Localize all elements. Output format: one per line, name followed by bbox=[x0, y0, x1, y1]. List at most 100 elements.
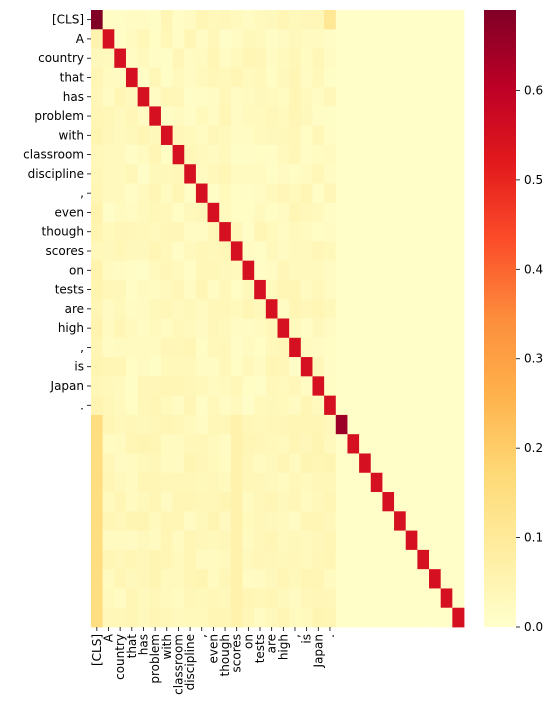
x-tick-label: Japan bbox=[311, 634, 325, 668]
x-tick-label: even bbox=[206, 634, 220, 663]
colorbar bbox=[484, 10, 516, 627]
heatmap-cell bbox=[452, 337, 465, 358]
heatmap-cell bbox=[417, 10, 430, 30]
heatmap-cell bbox=[359, 414, 372, 435]
heatmap-cell bbox=[335, 87, 348, 107]
heatmap-cell bbox=[359, 434, 372, 454]
heatmap-cell bbox=[277, 337, 290, 358]
heatmap-cell bbox=[125, 67, 139, 88]
heatmap-cell bbox=[91, 511, 104, 531]
heatmap-cell bbox=[254, 434, 267, 454]
heatmap-cell bbox=[440, 607, 453, 628]
heatmap-cell bbox=[359, 183, 372, 204]
heatmap-cell bbox=[207, 222, 220, 242]
y-tick-label: tests bbox=[55, 283, 84, 297]
heatmap-cell bbox=[230, 414, 243, 435]
heatmap-cell bbox=[195, 357, 208, 377]
heatmap-cell bbox=[184, 144, 197, 165]
heatmap-cell bbox=[370, 530, 383, 551]
heatmap-cell bbox=[277, 125, 290, 146]
heatmap-cell bbox=[405, 87, 418, 107]
heatmap-cell bbox=[172, 202, 185, 223]
heatmap-cell bbox=[300, 569, 313, 589]
heatmap-cell bbox=[172, 434, 185, 454]
heatmap-cell bbox=[440, 164, 453, 184]
heatmap-cell bbox=[265, 10, 278, 30]
heatmap-cell bbox=[324, 376, 337, 397]
heatmap-cell bbox=[277, 87, 290, 107]
heatmap-cell bbox=[440, 29, 453, 49]
heatmap-cell bbox=[382, 434, 395, 454]
heatmap-cell bbox=[265, 260, 278, 281]
heatmap-cell bbox=[429, 434, 442, 454]
heatmap-cell bbox=[125, 511, 139, 531]
heatmap-cell bbox=[114, 414, 127, 435]
heatmap-cell bbox=[172, 607, 185, 628]
heatmap-cell bbox=[230, 530, 243, 551]
heatmap-cell bbox=[114, 10, 127, 30]
heatmap-cell bbox=[394, 357, 407, 377]
heatmap-cell bbox=[394, 530, 407, 551]
heatmap-cell bbox=[125, 530, 139, 551]
heatmap-cell bbox=[160, 183, 173, 204]
heatmap-cell bbox=[195, 222, 208, 242]
heatmap-cell bbox=[347, 260, 360, 281]
heatmap-cell bbox=[254, 318, 267, 339]
heatmap-cell bbox=[91, 241, 104, 262]
heatmap-cell bbox=[160, 48, 173, 69]
heatmap-cell bbox=[242, 299, 255, 319]
heatmap-cell bbox=[429, 241, 442, 262]
heatmap-cell bbox=[242, 29, 255, 49]
heatmap-cell bbox=[440, 202, 453, 223]
heatmap-cell bbox=[137, 144, 150, 165]
heatmap-cell bbox=[265, 241, 278, 262]
heatmap-cell bbox=[184, 202, 197, 223]
heatmap-cell bbox=[417, 299, 430, 319]
heatmap-cell bbox=[312, 299, 325, 319]
heatmap-cell bbox=[265, 530, 278, 551]
heatmap-cell bbox=[335, 549, 348, 570]
heatmap-cell bbox=[242, 67, 255, 88]
colorbar-tick-label: 0.5 bbox=[524, 173, 543, 187]
heatmap-cell bbox=[137, 376, 150, 397]
heatmap-cell bbox=[160, 434, 173, 454]
heatmap-cell bbox=[394, 202, 407, 223]
heatmap-cell bbox=[382, 318, 395, 339]
heatmap-cell bbox=[440, 549, 453, 570]
heatmap-cell bbox=[300, 530, 313, 551]
heatmap-cell bbox=[265, 144, 278, 165]
heatmap-cell bbox=[195, 492, 208, 512]
heatmap-cell bbox=[149, 549, 162, 570]
heatmap-cell bbox=[91, 10, 104, 30]
heatmap-cell bbox=[382, 549, 395, 570]
heatmap-cell bbox=[125, 414, 139, 435]
heatmap-cell bbox=[289, 202, 302, 223]
heatmap-cell bbox=[394, 106, 407, 127]
heatmap-cell bbox=[359, 164, 372, 184]
y-tick-label: that bbox=[60, 70, 85, 84]
heatmap-cell bbox=[277, 453, 290, 474]
y-tick-label: A bbox=[76, 32, 85, 46]
heatmap-cell bbox=[405, 164, 418, 184]
heatmap-cell bbox=[289, 530, 302, 551]
heatmap-cell bbox=[359, 318, 372, 339]
heatmap-cell bbox=[324, 337, 337, 358]
x-tick-label: country bbox=[113, 634, 127, 680]
heatmap-cell bbox=[265, 48, 278, 69]
heatmap-cell bbox=[359, 299, 372, 319]
x-tick-label: though bbox=[218, 634, 232, 676]
heatmap-cell bbox=[102, 222, 115, 242]
heatmap-cell bbox=[417, 549, 430, 570]
heatmap-cell bbox=[254, 279, 267, 300]
heatmap-cell bbox=[312, 260, 325, 281]
heatmap-cell bbox=[394, 318, 407, 339]
heatmap-cell bbox=[172, 67, 185, 88]
heatmap-cell bbox=[230, 453, 243, 474]
heatmap-cell bbox=[394, 87, 407, 107]
heatmap-cell bbox=[137, 106, 150, 127]
heatmap-cell bbox=[114, 472, 127, 493]
heatmap-cell bbox=[137, 29, 150, 49]
heatmap-cell bbox=[184, 395, 197, 416]
heatmap-cell bbox=[335, 10, 348, 30]
heatmap-cell bbox=[335, 164, 348, 184]
